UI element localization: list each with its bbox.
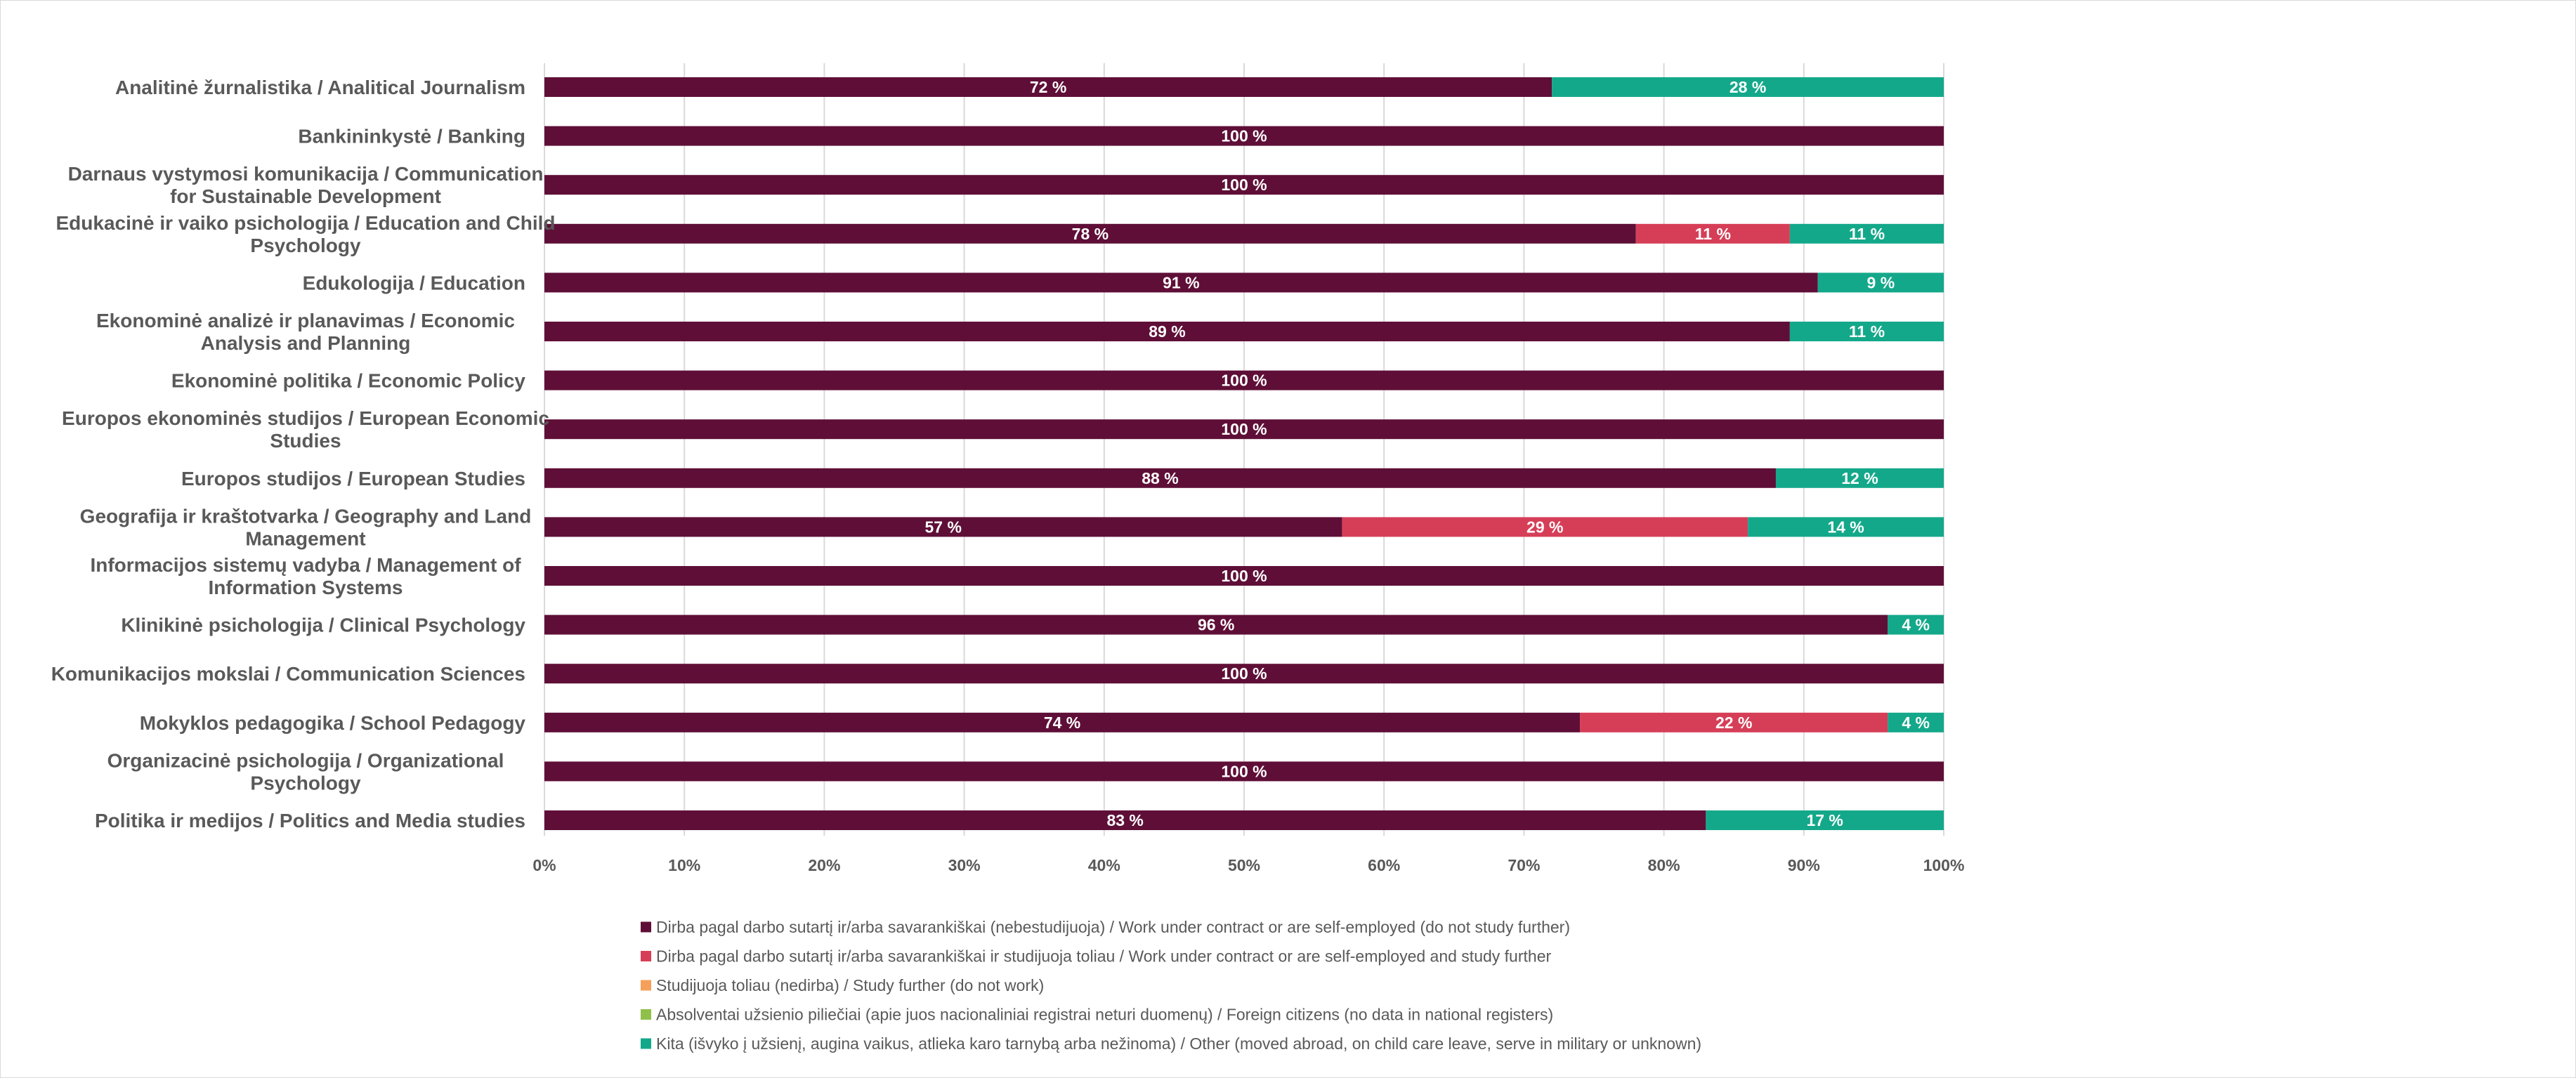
bar-segment [544,517,1342,537]
legend-entry: Dirba pagal darbo sutartį ir/arba savara… [656,918,1570,936]
category-label: Edukologija / Education [303,272,525,294]
legend: Dirba pagal darbo sutartį ir/arba savara… [641,918,1701,1053]
x-tick-label: 70% [1508,856,1540,874]
data-labels: 72 % 28 % 100 % 100 % 78 % 11 % 11 % 91 % 9 % 89 … [925,78,1930,829]
bar-segment [1342,517,1748,537]
data-label: 100 % [1221,762,1267,780]
category-label: Bankininkystė / Banking [298,126,525,147]
data-label: 100 % [1221,567,1267,585]
legend-entry: Absolventai užsienio piliečiai (apie juo… [656,1006,1553,1024]
category-label: Europos ekonominės studijos / European E… [62,407,549,452]
legend-entry: Dirba pagal darbo sutartį ir/arba savara… [656,947,1551,966]
data-label: 100 % [1221,420,1267,438]
category-label: Ekonominė analizė ir planavimas / Econom… [96,310,515,354]
data-label: 4 % [1902,616,1930,634]
category-label: Darnaus vystymosi komunikacija / Communi… [68,163,544,207]
x-tick-label: 30% [948,856,981,874]
bar-segment [1706,810,1944,830]
data-label: 12 % [1841,469,1878,487]
legend-entry: Kita (išvyko į užsienį, augina vaikus, a… [656,1034,1701,1053]
data-label: 72 % [1030,78,1066,96]
data-label: 96 % [1198,616,1234,634]
bar-segment [544,370,1944,390]
data-label: 57 % [925,518,962,536]
category-label: Informacijos sistemų vadyba / Management… [90,554,521,598]
category-label: Komunikacijos mokslai / Communication Sc… [51,663,525,685]
data-label: 100 % [1221,372,1267,390]
data-label: 14 % [1827,518,1864,536]
x-tick-label: 90% [1788,856,1820,874]
legend-swatch [641,951,651,961]
category-label: Ekonominė politika / Economic Policy [171,370,526,392]
data-label: 22 % [1715,714,1752,732]
legend-swatch [641,1038,651,1049]
category-label: Geografija ir kraštotvarka / Geography a… [80,505,532,549]
data-label: 100 % [1221,176,1267,194]
x-tick-label: 10% [668,856,700,874]
category-label: Mokyklos pedagogika / School Pedagogy [140,712,526,734]
x-tick-label: 40% [1088,856,1120,874]
x-tick-label: 80% [1648,856,1680,874]
bar-segment [1748,517,1944,537]
data-label: 89 % [1149,322,1185,341]
bar-segment [544,761,1944,782]
x-tick-label: 100% [1923,856,1965,874]
legend-swatch [641,980,651,991]
x-tick-label: 0% [532,856,556,874]
data-label: 78 % [1072,225,1109,243]
category-label: Edukacinė ir vaiko psichologija / Educat… [55,212,555,256]
data-label: 83 % [1106,811,1143,829]
bar-segment [544,322,1790,341]
bars [544,77,1944,830]
bar-segment [544,468,1776,488]
bar-segment [1888,614,1944,635]
legend-swatch [641,921,651,933]
x-tick-label: 60% [1368,856,1400,874]
bar-segment [544,614,1888,635]
data-label: 11 % [1695,225,1731,243]
category-label: Klinikinė psichologija / Clinical Psycho… [121,614,525,636]
data-label: 29 % [1526,518,1563,536]
data-label: 88 % [1142,469,1178,487]
x-tick-label: 20% [808,856,840,874]
category-label: Organizacinė psichologija / Organization… [107,749,504,794]
data-label: 74 % [1044,714,1080,732]
legend-entry: Studijuoja toliau (nedirba) / Study furt… [656,976,1044,994]
bar-segment [1888,712,1944,732]
bar-segment [544,566,1944,586]
bar-segment [1552,77,1944,97]
category-label: Europos studijos / European Studies [181,468,525,489]
category-label: Analitinė žurnalistika / Analitical Jour… [115,77,525,98]
bar-segment [544,126,1944,146]
bar-segment [544,77,1552,97]
bar-segment [544,810,1706,830]
bar-segment [544,272,1818,293]
bar-segment [544,223,1636,244]
x-axis-ticks: 0% 10% 20% 30% 40% 50% 60% 70% 80% 90% 100% [532,856,1964,874]
bar-segment [544,664,1944,684]
data-label: 17 % [1806,811,1843,829]
bar-segment [1789,322,1944,341]
data-label: 9 % [1867,273,1895,291]
bar-segment [1789,223,1944,244]
data-label: 100 % [1221,127,1267,145]
bar-segment [1817,272,1944,293]
data-label: 11 % [1849,225,1885,243]
legend-swatch [641,1009,651,1020]
data-label: 91 % [1163,273,1199,291]
data-label: 11 % [1849,322,1885,341]
bar-segment [544,712,1581,732]
category-labels: Analitinė žurnalistika / Analitical Jour… [51,77,556,831]
category-label: Politika ir medijos / Politics and Media… [95,810,525,831]
bar-segment [1775,468,1944,488]
x-tick-label: 50% [1228,856,1260,874]
bar-segment [1580,712,1888,732]
bar-segment [544,175,1944,195]
data-label: 100 % [1221,664,1267,683]
data-label: 28 % [1730,78,1766,96]
bar-segment [1635,223,1790,244]
bar-segment [544,419,1944,440]
data-label: 4 % [1902,714,1930,732]
